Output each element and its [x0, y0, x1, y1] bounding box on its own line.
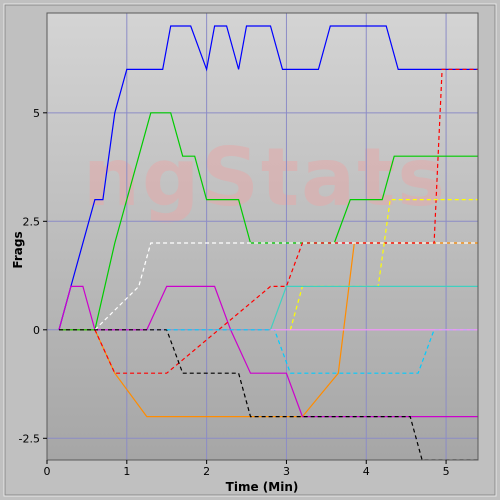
series-line-3: [58, 25, 478, 330]
x-tick-label: 5: [443, 465, 450, 478]
frame-bevel-dark: [4, 4, 496, 496]
y-axis-label: Frags: [11, 231, 25, 268]
x-axis-label: Time (Min): [226, 480, 299, 494]
y-tick-label: 0: [33, 324, 40, 337]
frame-bevel-light: [3, 3, 497, 497]
watermark-logo: ngStats: [83, 131, 447, 224]
y-tick-label: 2.5: [23, 215, 41, 228]
y-tick-label: -2.5: [19, 432, 40, 445]
plot-area: [47, 13, 478, 460]
x-tick-label: 4: [363, 465, 370, 478]
x-tick-label: 2: [203, 465, 210, 478]
x-tick-label: 3: [283, 465, 290, 478]
series-line-6: [94, 242, 478, 331]
series-line-4: [58, 285, 478, 418]
y-tick-label: 5: [33, 107, 40, 120]
series-layer: [58, 25, 478, 460]
series-line-7: [59, 329, 478, 460]
series-line-10: [269, 285, 478, 331]
x-tick-label: 0: [44, 465, 51, 478]
x-tick-label: 1: [123, 465, 130, 478]
y-axis-ticks: -2.5 0 2.5 5: [19, 107, 47, 445]
plot-border: [46, 12, 479, 461]
series-line-2: [59, 112, 478, 331]
x-axis-ticks: 0 1 2 3 4 5: [44, 460, 450, 478]
